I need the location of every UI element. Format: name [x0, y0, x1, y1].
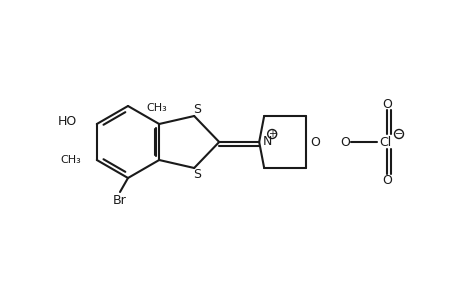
Text: N: N: [263, 134, 272, 148]
Text: CH₃: CH₃: [146, 103, 167, 113]
Text: S: S: [193, 103, 201, 116]
Text: +: +: [268, 129, 275, 139]
Text: HO: HO: [57, 115, 77, 128]
Text: O: O: [309, 136, 319, 148]
Text: S: S: [193, 169, 201, 182]
Text: O: O: [339, 136, 349, 148]
Text: O: O: [381, 173, 391, 187]
Text: −: −: [394, 129, 402, 139]
Text: O: O: [381, 98, 391, 110]
Text: CH₃: CH₃: [60, 155, 81, 165]
Text: Cl: Cl: [378, 136, 390, 148]
Text: Br: Br: [113, 194, 127, 206]
